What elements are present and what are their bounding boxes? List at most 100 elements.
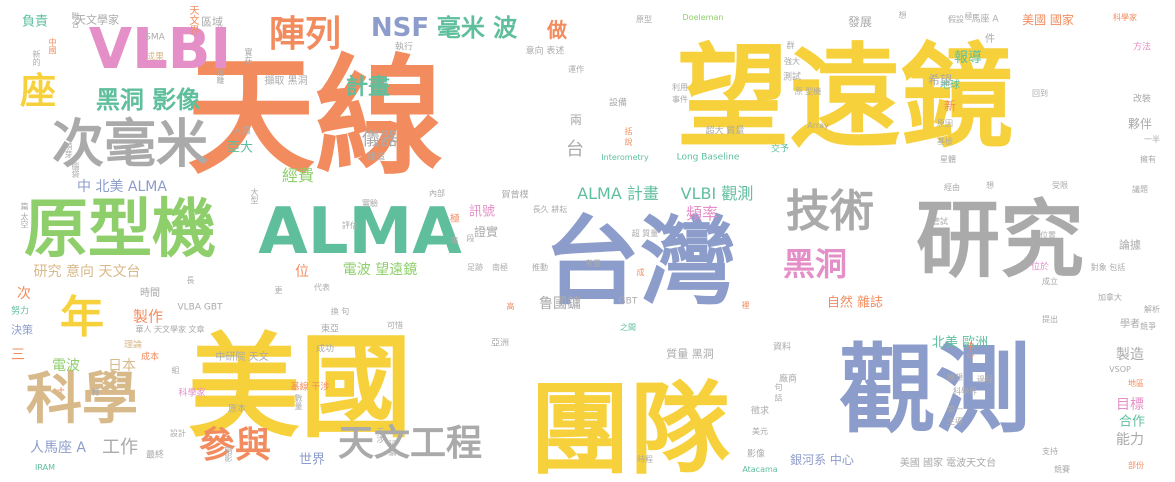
cloud-word: 頻率 [685,204,719,223]
cloud-word: 合作 [1118,414,1146,430]
cloud-word: 陣列 [268,14,342,55]
cloud-word: 回到 [1032,89,1048,98]
cloud-word: 長久 耕耘 [532,205,568,214]
cloud-word: 電波 [52,358,80,374]
cloud-word: 夥伴 [1127,117,1153,131]
cloud-word: 美元 [752,427,768,436]
cloud-word: 最終 [145,450,165,461]
vertical-word: 干涉 [376,427,385,443]
cloud-word: 三 [11,347,25,363]
cloud-word: 測試 [782,72,802,83]
cloud-word: 超 質量 [631,229,659,238]
vertical-word: 腦袋 [71,162,80,178]
cloud-word: 論據 [1119,238,1141,252]
cloud-word: 成果 [145,52,165,63]
cloud-word: 原 型機 [794,87,822,96]
cloud-word: 科學家 [1113,13,1137,22]
cloud-word: 原型 [636,15,652,24]
vertical-word: 成 [636,268,645,276]
cloud-word: 原型機 [24,193,216,267]
cloud-word: 時間 [140,288,160,299]
cloud-word: 改裝 [1132,94,1152,105]
cloud-word: 技術 [786,186,874,237]
cloud-word: 製作 [132,307,164,326]
vertical-word: 組 [171,366,180,374]
cloud-word: 經由 [944,183,960,192]
cloud-word: 科學界 [953,387,977,396]
vertical-word: 暗影 [224,446,233,462]
cloud-word: Doeleman [682,13,724,22]
cloud-word: 之間 [620,323,636,332]
cloud-word: 訊號 [468,204,496,220]
cloud-word: 天文工程 [337,423,483,464]
cloud-word: 報導 [954,50,982,66]
vertical-word: + [55,385,66,395]
vertical-word: 大型 [250,188,259,204]
cloud-word: 強大 [784,57,800,66]
cloud-word: 科學 [26,367,138,432]
cloud-word: 建造 [366,152,386,163]
cloud-word: 人馬座 A [29,440,87,456]
cloud-word: 提出 [1042,315,1058,324]
cloud-word: VLBA GBT [177,302,223,313]
cloud-word: 製造 [1116,347,1144,363]
cloud-word: 世界 [298,452,326,468]
cloud-word: 內部 [429,189,445,198]
vertical-word: 數量 [294,394,303,410]
cloud-word: 設計 [170,429,186,438]
cloud-word: 徵求 [750,406,770,417]
cloud-word: 設備 [608,98,628,109]
cloud-word: 負責 [21,14,49,30]
cloud-word: 成立 [1042,277,1058,286]
cloud-word: 望遠鏡 [677,33,1013,163]
cloud-word: 位置 [1040,231,1056,240]
vertical-word: 段 [466,234,475,242]
cloud-word: 中研院 天文 [215,352,269,363]
cloud-word: 可惜 [387,321,403,330]
cloud-word: 次 [17,286,31,302]
cloud-word: 想 [986,181,994,190]
cloud-word: 計畫 [345,75,391,100]
cloud-word: 競爭 [1140,322,1156,331]
cloud-word: 時程 [637,455,653,464]
cloud-word: 儀器 [362,129,398,150]
cloud-word: 事件 [672,95,688,104]
cloud-word: 次毫米 [51,115,209,175]
cloud-word: 理論 [123,340,143,351]
cloud-word: 實驗 [362,199,378,208]
vertical-word: 高 [506,302,515,310]
cloud-word: 評估 [342,221,358,230]
cloud-word: 管試 [932,217,948,226]
cloud-word: 自然 雜誌 [826,295,884,311]
cloud-word: 學者 [1120,319,1140,330]
cloud-word: 人員 [232,126,252,137]
vertical-word: 天文界 [187,5,198,35]
vertical-word: 裡 [741,301,750,309]
cloud-word: 美國 國家 電波天文台 [899,458,997,469]
cloud-word: 天線 [186,43,444,192]
vertical-word: 更 [274,286,283,294]
cloud-word: 部份 [1128,461,1144,470]
cloud-word: 參與 [198,425,272,466]
cloud-word: 南極 [492,263,508,272]
cloud-word: 意向 表述 [525,46,565,57]
cloud-word: SMA [145,32,165,43]
vertical-word: 轉 [91,388,100,396]
cloud-word: 地球 [940,80,960,91]
cloud-word: 座 [19,71,57,112]
cloud-word: 台灣 [544,206,736,318]
cloud-word: 發展 [847,15,873,29]
cloud-word: 超大 質量 [705,126,745,137]
cloud-word: 工作 [102,437,138,458]
vertical-word: 篇 太空 [20,201,29,229]
cloud-word: 極 [450,214,460,225]
cloud-word: 做 [547,18,567,42]
cloud-word: 銀河系 中心 [790,453,854,467]
cloud-word: 對象 包括 [1090,263,1126,272]
cloud-word: 基檢 [937,137,953,146]
cloud-word: 鲁國鏞 [539,296,581,312]
cloud-word: 支持 [1042,447,1058,456]
cloud-word: 交予 [770,144,790,155]
vertical-word: 新的 [32,50,41,66]
vertical-word: 米 [636,406,645,414]
